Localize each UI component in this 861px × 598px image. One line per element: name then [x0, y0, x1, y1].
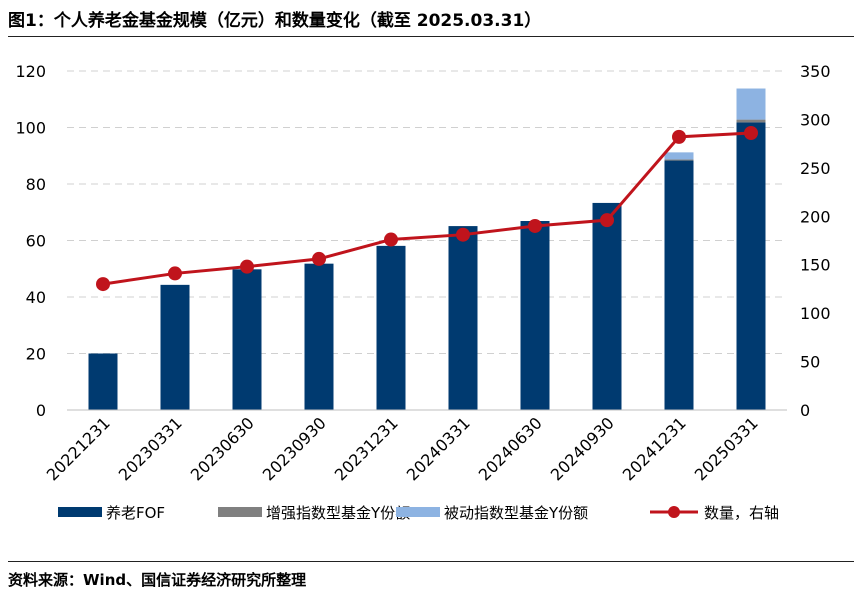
legend-passive-index-y-label: 被动指数型基金Y份额: [444, 504, 588, 522]
source-divider: [8, 561, 854, 562]
y-left-tick-label: 120: [15, 62, 46, 81]
legend: 养老FOF 增强指数型基金Y份额 被动指数型基金Y份额 数量，右轴: [58, 504, 779, 522]
count-line: [96, 125, 758, 292]
chart-title: 图1：个人养老金基金规模（亿元）和数量变化（截至 2025.03.31）: [8, 11, 542, 31]
x-tick-label: 20240331: [403, 413, 474, 484]
legend-enhanced-index-y-label: 增强指数型基金Y份额: [266, 504, 410, 522]
legend-count-label: 数量，右轴: [704, 504, 779, 522]
y-right-tick-label: 150: [800, 256, 831, 275]
legend-count-marker: [668, 506, 680, 518]
count-marker: [384, 232, 398, 247]
bar-fof: [304, 263, 334, 410]
count-marker: [744, 125, 758, 140]
y-left-tick-label: 0: [36, 401, 46, 420]
bar-fof: [232, 269, 262, 410]
bar-fof: [88, 353, 118, 410]
x-tick-label: 20250331: [691, 413, 762, 484]
count-marker: [672, 129, 686, 144]
bar-passive-index-y: [664, 152, 694, 160]
legend-fof-label: 养老FOF: [106, 504, 165, 522]
y-right-tick-label: 100: [800, 304, 831, 323]
count-line-path: [102, 131, 752, 286]
bar-fof: [376, 245, 406, 410]
y-left-tick-label: 40: [26, 288, 46, 307]
count-marker: [168, 266, 182, 281]
x-tick-label: 20230630: [187, 413, 258, 484]
count-marker: [456, 227, 470, 242]
y-right-tick-label: 250: [800, 159, 831, 178]
legend-passive-index-y-swatch: [396, 507, 440, 517]
count-marker: [528, 218, 542, 233]
x-tick-label: 20230930: [259, 413, 330, 484]
count-marker: [240, 259, 254, 274]
bar-fof: [736, 122, 766, 410]
bar-passive-index-y: [736, 88, 766, 120]
y-right-tick-label: 350: [800, 62, 831, 81]
y-right-tick-label: 300: [800, 110, 831, 129]
x-tick-label: 20241231: [619, 413, 690, 484]
y-right-tick-label: 0: [800, 401, 810, 420]
x-tick-label: 20230331: [115, 413, 186, 484]
axes: 0 20 40 60 80 100 120 0 50 100 150 200 250 300 350 2022…: [15, 62, 830, 484]
y-left-tick-label: 20: [26, 345, 46, 364]
bar-fof: [160, 284, 190, 410]
source-note: 资料来源：Wind、国信证券经济研究所整理: [8, 571, 307, 589]
y-left-tick-label: 80: [26, 175, 46, 194]
x-tick-label: 20240930: [547, 413, 618, 484]
y-left-tick-label: 60: [26, 232, 46, 251]
count-marker: [96, 277, 110, 292]
bar-enhanced-index-y: [664, 159, 694, 161]
x-tick-label: 20240630: [475, 413, 546, 484]
bar-fof: [448, 226, 478, 410]
x-tick-label: 20231231: [331, 413, 402, 484]
legend-fof-swatch: [58, 507, 102, 517]
x-tick-label: 20221231: [43, 413, 114, 484]
bars: [88, 88, 766, 410]
y-left-tick-label: 100: [15, 119, 46, 138]
count-marker: [600, 213, 614, 228]
y-right-tick-label: 200: [800, 207, 831, 226]
bar-fof: [664, 160, 694, 410]
legend-enhanced-index-y-swatch: [218, 507, 262, 517]
bar-fof: [520, 221, 550, 410]
title-divider: [8, 36, 854, 37]
y-right-tick-label: 50: [800, 353, 820, 372]
bar-fof: [592, 202, 622, 410]
bar-enhanced-index-y: [736, 119, 766, 123]
count-marker: [312, 251, 326, 266]
